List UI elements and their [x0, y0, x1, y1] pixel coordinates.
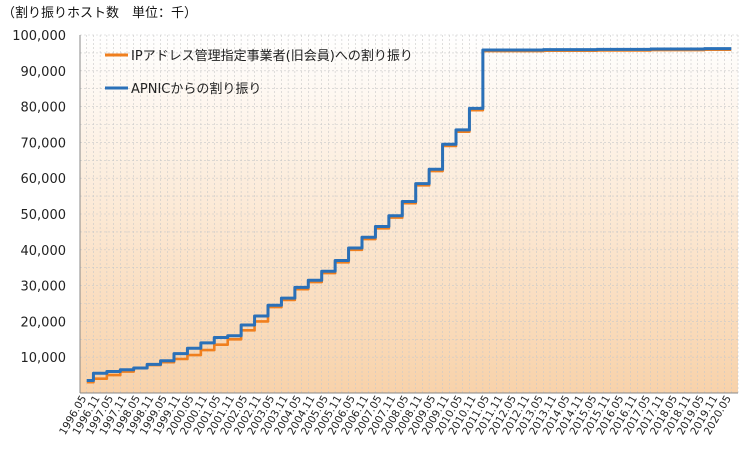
y-tick-label: 40,000: [21, 244, 67, 259]
y-tick-label: 80,000: [21, 101, 67, 116]
y-tick-label: 10,000: [21, 351, 67, 366]
y-tick-label: 60,000: [21, 172, 67, 187]
unit-caption: （割り振りホスト数 単位：千）: [2, 6, 198, 21]
y-axis-tick-labels: 10,000 20,000 30,000 40,000 50,000 60,000 70,0…: [12, 29, 66, 366]
x-axis-tick-labels: 1996.051996.111997.051997.111998.051998.…: [57, 393, 734, 437]
series-lines: [86, 47, 732, 384]
legend: IPアドレス管理指定事業者(旧会員)への割り振り APNICからの割り振り: [105, 48, 413, 97]
series-line-1: [86, 47, 732, 382]
legend-label: IPアドレス管理指定事業者(旧会員)への割り振り: [131, 48, 413, 64]
y-tick-label: 30,000: [21, 280, 67, 295]
y-tick-label: 100,000: [12, 29, 66, 44]
y-tick-label: 20,000: [21, 315, 67, 330]
y-tick-label: 90,000: [21, 65, 67, 80]
y-tick-label: 50,000: [21, 208, 67, 223]
legend-label: APNICからの割り振り: [131, 81, 261, 97]
horizontal-gridlines: [79, 34, 738, 394]
y-tick-label: 70,000: [21, 136, 67, 151]
